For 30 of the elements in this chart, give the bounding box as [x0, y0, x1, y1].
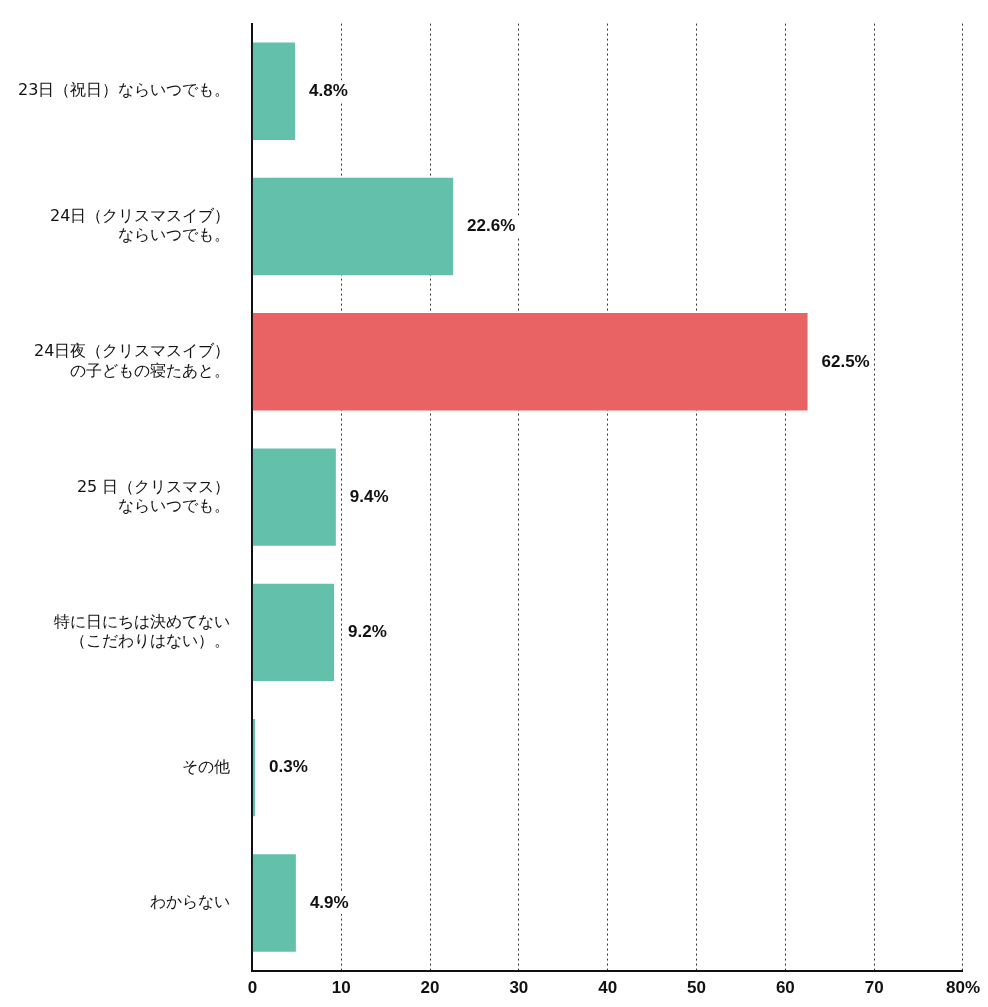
x-tick-label: 40	[598, 978, 618, 998]
data-label: 62.5%	[821, 351, 870, 371]
data-label: 9.2%	[348, 622, 387, 642]
y-tick-label: 25 日（クリスマス）ならいつでも。	[76, 476, 231, 515]
x-tick-label: 70	[864, 978, 884, 998]
data-label: 9.4%	[349, 486, 389, 506]
bar	[252, 42, 295, 140]
y-tick-label: 23日（祝日）ならいつでも。	[18, 80, 231, 100]
x-tick-label: 10	[331, 978, 351, 998]
bar	[252, 448, 336, 546]
data-label: 22.6%	[467, 216, 516, 236]
y-tick-label: 24日（クリスマスイブ）ならいつでも。	[50, 206, 231, 245]
x-tick-label: 60	[775, 978, 795, 998]
data-label: 4.8%	[309, 80, 348, 100]
bar	[252, 718, 256, 817]
data-label: 4.9%	[309, 892, 349, 912]
x-tick-label: 0	[247, 978, 258, 998]
bar	[252, 313, 808, 411]
bar	[252, 854, 296, 952]
data-label: 0.3%	[269, 757, 308, 777]
y-tick-label: 24日夜（クリスマスイブ）の子どもの寝たあと。	[34, 341, 231, 380]
x-tick-label: 30	[509, 978, 529, 998]
y-tick-label: わからない	[150, 892, 231, 912]
bar	[252, 583, 335, 682]
x-tick-label: 20	[420, 978, 440, 998]
bar	[252, 177, 454, 276]
x-tick-label: 80%	[945, 978, 980, 998]
y-tick-label: その他	[182, 756, 231, 776]
x-tick-label: 50	[687, 978, 706, 998]
y-tick-label: 特に日にちは決めてない（こだわりはない）。	[54, 611, 231, 651]
